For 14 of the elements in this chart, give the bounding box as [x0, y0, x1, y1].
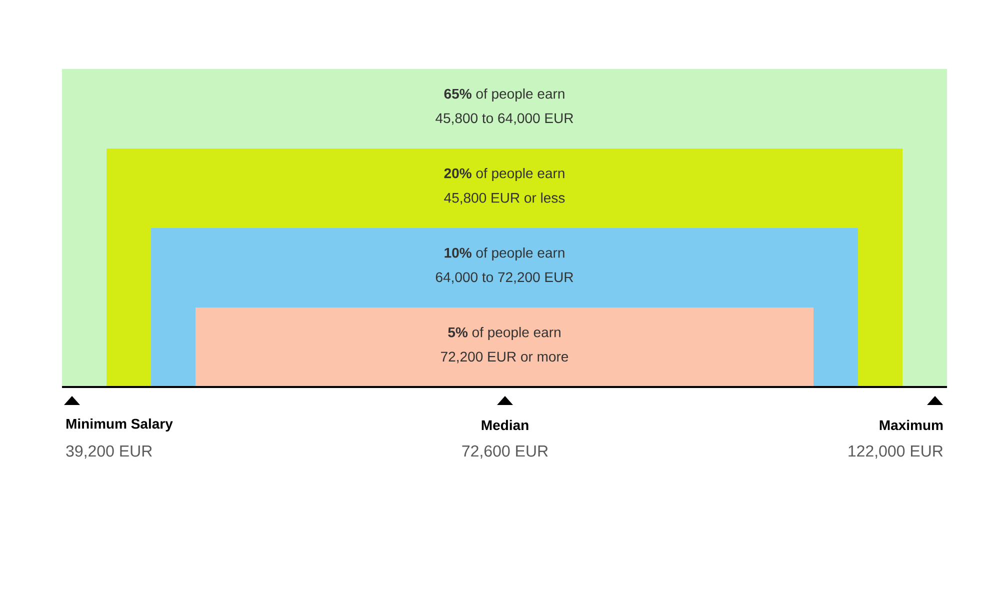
text: Median	[482, 420, 528, 430]
text: 122,000 EUR	[848, 445, 943, 459]
category-label: 72,200 EUR or more	[441, 352, 568, 364]
category-label: 64,000 to 72,200 EUR	[436, 272, 574, 284]
data-label: 5% of people earn	[448, 326, 560, 340]
data-label: 10% of people earn	[444, 247, 564, 261]
text: 72,600 EUR	[462, 445, 548, 459]
category-label: 45,800 EUR or less	[444, 192, 565, 204]
text: 39,200 EUR	[66, 445, 152, 459]
data-label: 65% of people earn	[444, 88, 564, 102]
text: Maximum	[880, 420, 943, 430]
data-label: 20% of people earn	[444, 168, 564, 182]
text: Minimum Salary	[66, 418, 173, 432]
category-label: 45,800 to 64,000 EUR	[436, 113, 574, 125]
